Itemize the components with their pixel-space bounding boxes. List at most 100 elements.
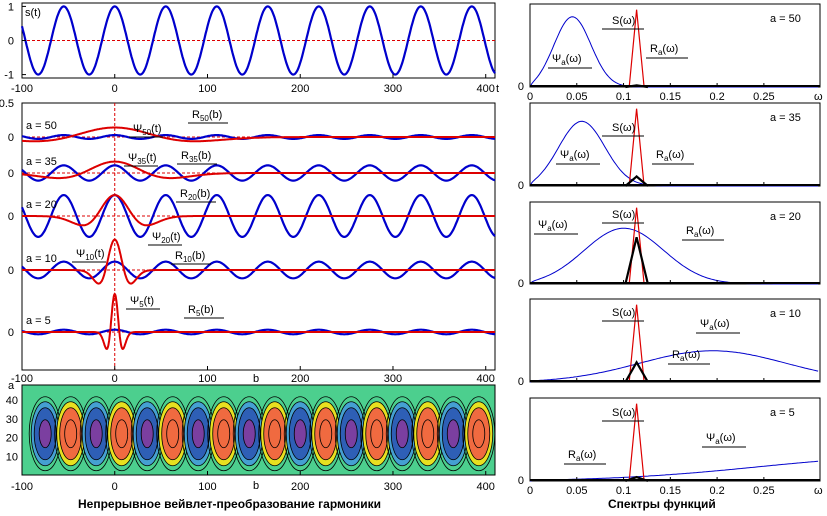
wavelet-baseline-label: 0	[8, 265, 14, 277]
spectrum-s-line	[628, 403, 645, 482]
spectrum-s-label: S(ω)	[612, 209, 635, 221]
spectrum-psi-label: Ψa(ω)	[538, 219, 568, 233]
scalogram-frame	[21, 384, 496, 476]
spectrum-xtick-label: 0.2	[709, 91, 724, 103]
spectrum-s-line	[628, 304, 645, 383]
scalogram-cell	[446, 419, 460, 449]
wavelet-psi-line	[22, 160, 495, 180]
wavelet-r-label: R10(b)	[175, 250, 205, 264]
wavelet-r-label: R35(b)	[181, 150, 211, 164]
scalogram-cell	[319, 419, 333, 449]
spectrum-s-line	[628, 9, 645, 88]
signal-xtick-label: 300	[384, 83, 402, 95]
spectrum-zero-label: 0	[518, 81, 524, 93]
spectrum-s-label: S(ω)	[612, 307, 635, 319]
spectrum-xtick-label: 0	[527, 91, 533, 103]
wavelet-xtick-label: 0	[112, 373, 118, 385]
spectrum-s-label: S(ω)	[612, 407, 635, 419]
wavelet-psi-line	[22, 292, 495, 350]
scalogram-cell	[115, 419, 129, 449]
wavelet-plot-frame	[21, 102, 496, 371]
scalogram-cell	[191, 419, 205, 449]
scalogram-cell	[242, 419, 256, 449]
spectrum-r-label: Ra(ω)	[656, 149, 684, 163]
signal-xtick-label: 100	[198, 83, 216, 95]
scalogram-cell	[268, 419, 282, 449]
scalogram-xtick-label: 200	[291, 481, 309, 493]
wavelet-transform-line	[20, 193, 496, 238]
spectrum-scale-label: a = 5	[770, 407, 795, 419]
spectrum-zero-label: 0	[518, 278, 524, 290]
wavelet-scale-label: a = 35	[26, 156, 57, 168]
spectrum-xlabel: ω	[814, 485, 823, 497]
wavelet-scale-label: a = 20	[26, 199, 57, 211]
scalogram-cell	[217, 419, 231, 449]
signal-ytick-label: 0	[8, 36, 14, 48]
wavelet-baseline-label: 0	[8, 211, 14, 223]
spectrum-scale-label: a = 20	[770, 211, 801, 223]
scalogram-ytick-label: 30	[6, 414, 18, 426]
wavelet-baseline-label: 0	[8, 132, 14, 144]
wavelet-transform-line	[21, 260, 496, 280]
caption-spectra: Спектры функций	[608, 497, 716, 511]
wavelet-baseline-label: 0	[8, 327, 14, 339]
caption-wavelet-transform: Непрерывное вейвлет-преобразование гармо…	[78, 497, 382, 511]
signal-xtick-label: 400	[477, 83, 495, 95]
spectrum-scale-label: a = 10	[770, 308, 801, 320]
spectrum-s-line	[628, 108, 645, 187]
wavelet-transform-line	[21, 134, 495, 140]
spectrum-s-label: S(ω)	[612, 122, 635, 134]
scalogram-xtick-label: 0	[112, 481, 118, 493]
spectrum-psi-line	[529, 350, 819, 383]
scalogram-cell	[89, 419, 103, 449]
scalogram-xtick-label: 300	[384, 481, 402, 493]
signal-xtick-label: -100	[11, 83, 33, 95]
wavelet-transform-line	[21, 164, 496, 182]
scalogram-cell	[472, 419, 486, 449]
spectrum-xtick-label: 0.2	[709, 485, 724, 497]
spectrum-xtick-label: 0.25	[753, 91, 774, 103]
scalogram-ylabel: a	[8, 380, 15, 392]
spectrum-r-line	[624, 175, 649, 187]
wavelet-baseline-label: 0	[8, 168, 14, 180]
spectrum-zero-label: 0	[518, 475, 524, 487]
wavelet-xtick-label: 100	[198, 373, 216, 385]
wavelet-scale-label: a = 50	[26, 120, 57, 132]
scalogram-cell	[421, 419, 435, 449]
scalogram-xtick-label: -100	[11, 481, 33, 493]
signal-ytick-label: 1	[8, 1, 14, 13]
scalogram-cell	[344, 419, 358, 449]
spectrum-xtick-label: 0	[527, 485, 533, 497]
spectrum-r-line	[624, 360, 649, 383]
wavelet-psi-label: Ψ10(t)	[76, 248, 105, 262]
wavelet-xlabel: b	[253, 373, 259, 385]
wavelet-r-label: R20(b)	[180, 188, 210, 202]
spectrum-scale-label: a = 35	[770, 112, 801, 124]
wavelet-psi-line	[22, 126, 495, 143]
spectrum-psi-label: Ψa(ω)	[706, 432, 736, 446]
signal-curve-label: s(t)	[25, 7, 41, 19]
spectrum-zero-label: 0	[518, 180, 524, 192]
wavelet-psi-line	[22, 238, 495, 285]
scalogram-ytick-label: 20	[6, 433, 18, 445]
spectrum-r-label: Ra(ω)	[568, 449, 596, 463]
signal-xtick-label: 200	[291, 83, 309, 95]
wavelet-psi-label: Ψ20(t)	[152, 231, 181, 245]
scalogram-cell	[370, 419, 384, 449]
spectrum-s-label: S(ω)	[612, 15, 635, 27]
spectrum-xtick-label: 0.15	[660, 91, 681, 103]
spectrum-r-label: Ra(ω)	[686, 225, 714, 239]
scalogram-ytick-label: 10	[6, 451, 18, 463]
spectrum-xtick-label: 0.1	[616, 91, 631, 103]
scalogram-cell	[140, 419, 154, 449]
spectrum-psi-line	[529, 227, 819, 285]
wavelet-top-tick-label: 0.5	[0, 98, 14, 110]
spectrum-psi-label: Ψa(ω)	[560, 149, 590, 163]
spectrum-xtick-label: 0.05	[566, 91, 587, 103]
wavelet-r-label: R5(b)	[188, 304, 214, 318]
scalogram-cell	[64, 419, 78, 449]
scalogram-cell	[395, 419, 409, 449]
wavelet-r-label: R50(b)	[192, 109, 222, 123]
scalogram-cell	[293, 419, 307, 449]
signal-ytick-label: -1	[4, 70, 14, 82]
